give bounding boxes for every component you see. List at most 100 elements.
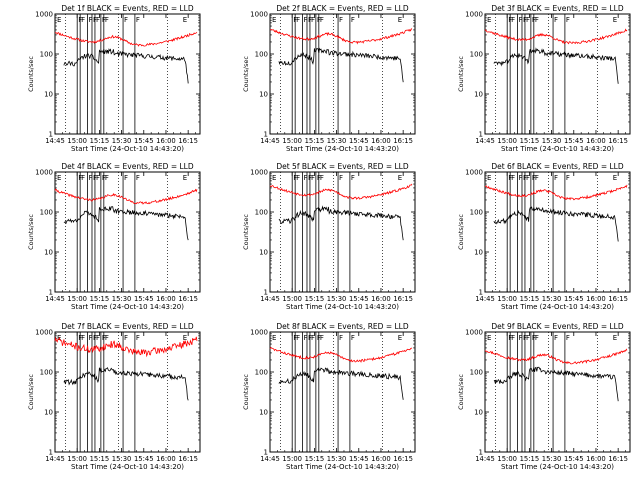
x-tick-label: 15:30 [542,295,562,303]
series-events-line [493,47,619,84]
y-tick-label: 10 [259,249,268,257]
flare-marker-label: F [526,16,530,24]
series-lld-line [54,188,198,205]
y-tick-label: 100 [40,51,53,59]
flare-marker-label: F [519,334,523,342]
panel-title: Det 5f BLACK = Events, RED = LLD [276,162,409,171]
y-tick-label: 10 [474,91,483,99]
x-tick-label: 15:30 [542,455,562,463]
x-tick-label: 16:00 [586,455,606,463]
x-tick-label: 15:00 [67,455,87,463]
eclipse-marker-label: E [183,174,187,182]
flare-marker-label: F [124,334,128,342]
x-tick-label: 16:00 [156,455,176,463]
y-tick-label: 10 [44,249,53,257]
series-lld-line [270,28,413,45]
x-tick-label: 15:30 [327,295,347,303]
flare-marker-label: F [535,334,539,342]
eclipse-marker-label: E [487,174,491,182]
flare-marker-label: F [535,174,539,182]
flare-marker-label: F [296,174,300,182]
flare-marker-label: F [296,16,300,24]
x-tick-label: 16:00 [371,137,391,145]
x-tick-label: 16:00 [371,295,391,303]
panel-title: Det 9f BLACK = Events, RED = LLD [491,322,624,331]
x-tick-label: 14:45 [475,295,495,303]
plot-frame [484,331,631,453]
x-tick-label: 16:00 [156,137,176,145]
eclipse-marker-label: E [57,16,61,24]
series-events-line [278,367,404,400]
plot-frame [54,171,201,293]
x-tick-label: 15:00 [497,137,517,145]
x-tick-label: 15:15 [520,295,540,303]
x-tick-label: 15:45 [349,295,369,303]
flare-marker-label: F [320,174,324,182]
y-tick-label: 1 [479,449,483,457]
y-tick-label: 100 [40,209,53,217]
y-tick-label: 1000 [465,169,483,177]
panel-title: Det 1f BLACK = Events, RED = LLD [61,4,194,13]
y-tick-label: 10 [44,91,53,99]
flare-marker-label: F [105,334,109,342]
x-tick-label: 15:30 [327,137,347,145]
flare-marker-label: F [519,174,523,182]
x-tick-label: 15:00 [67,137,87,145]
y-tick-label: 1000 [35,169,53,177]
x-tick-label: 16:15 [608,455,628,463]
y-axis-label: Counts/sec [242,56,250,92]
x-tick-label: 15:45 [134,295,154,303]
y-axis-label: Counts/sec [457,214,465,250]
flare-marker-label: F [519,16,523,24]
x-tick-label: 16:15 [178,295,198,303]
panel-3: Det 3f BLACK = Events, RED = LLD 1 10 100 10… [457,4,631,153]
x-tick-label: 14:45 [45,137,65,145]
panel-5: Det 5f BLACK = Events, RED = LLD 1 10 100 10… [242,162,416,311]
x-tick-label: 14:45 [45,455,65,463]
flare-marker-label: F [311,334,315,342]
eclipse-marker-label: E [272,334,276,342]
x-tick-label: 15:45 [564,295,584,303]
flare-marker-label: F [566,334,570,342]
flare-marker-label: F [566,16,570,24]
x-tick-label: 15:15 [90,137,110,145]
flare-marker-label: F [304,174,308,182]
y-tick-label: 1000 [250,329,268,337]
y-tick-label: 1 [49,289,53,297]
flare-marker-label: F [566,174,570,182]
flare-marker-label: F [136,334,140,342]
eclipse-marker-label: E [487,334,491,342]
eclipse-marker-label: E [487,16,491,24]
flare-marker-label: F [105,16,109,24]
panel-title: Det 3f BLACK = Events, RED = LLD [491,4,624,13]
panel-9: Det 9f BLACK = Events, RED = LLD 1 10 100 10… [457,322,631,471]
y-tick-label: 1000 [35,329,53,337]
eclipse-marker-label: E [272,174,276,182]
y-tick-label: 1 [264,131,268,139]
x-tick-label: 16:15 [608,295,628,303]
plot-frame [269,171,416,293]
x-axis-label: Start Time (24-Oct-10 14:43:20) [71,145,184,153]
x-tick-label: 15:45 [349,137,369,145]
series-lld-line [269,346,413,363]
plot-frame [54,13,201,135]
x-tick-label: 16:00 [371,455,391,463]
x-tick-label: 15:00 [282,295,302,303]
x-axis-label: Start Time (24-Oct-10 14:43:20) [286,145,399,153]
x-tick-label: 15:15 [305,455,325,463]
y-tick-label: 1000 [465,11,483,19]
flare-marker-label: F [526,174,530,182]
y-tick-label: 1000 [250,11,268,19]
flare-marker-label: F [96,16,100,24]
panel-title: Det 2f BLACK = Events, RED = LLD [276,4,409,13]
flare-marker-label: F [124,174,128,182]
flare-marker-label: F [311,16,315,24]
series-events-line [278,47,404,83]
x-axis-label: Start Time (24-Oct-10 14:43:20) [501,463,614,471]
y-axis-label: Counts/sec [242,374,250,410]
eclipse-marker-label: E [272,16,276,24]
panel-title: Det 6f BLACK = Events, RED = LLD [491,162,624,171]
y-tick-label: 1 [264,449,268,457]
eclipse-marker-label: E [183,16,187,24]
